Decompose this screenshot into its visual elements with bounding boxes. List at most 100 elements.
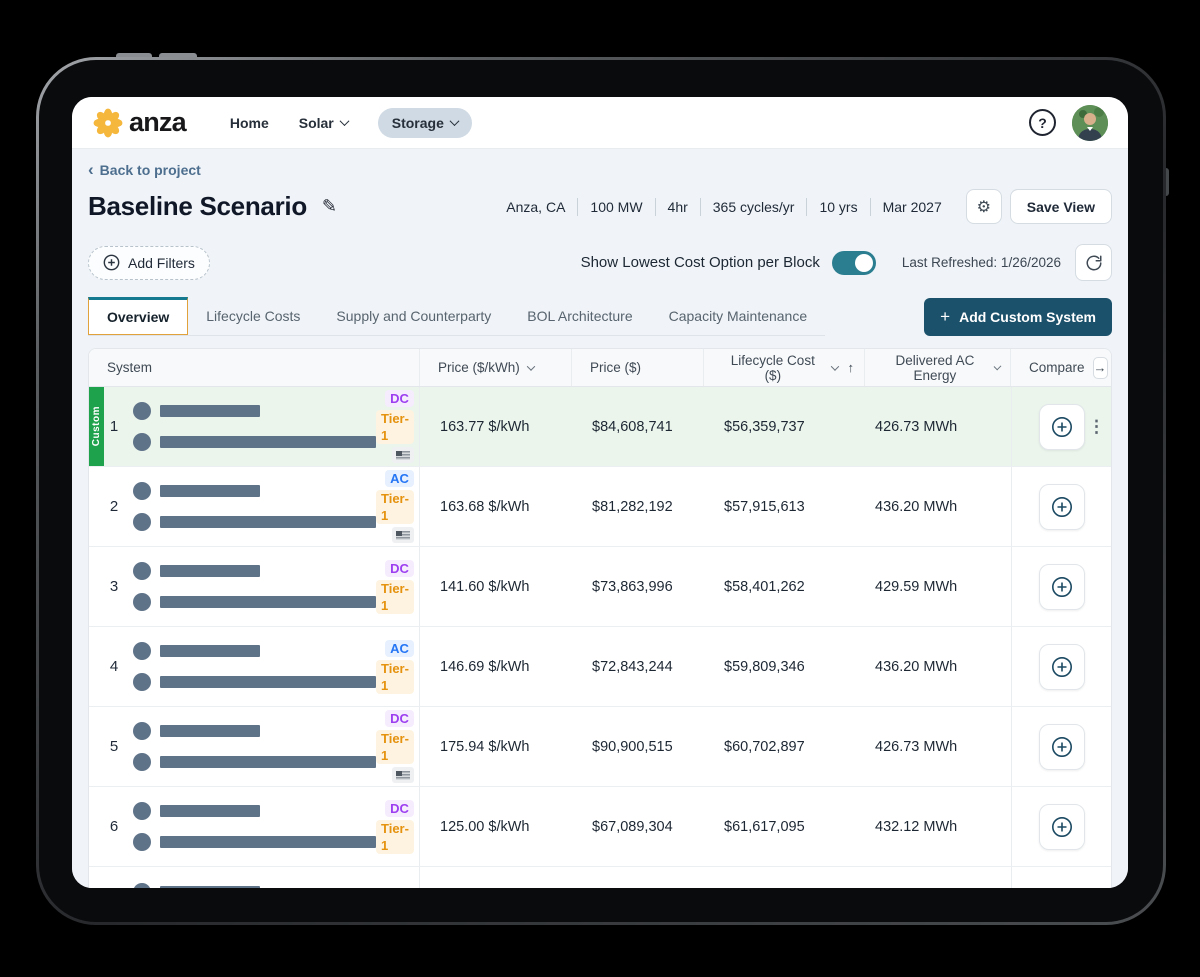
page-title: Baseline Scenario bbox=[88, 191, 307, 221]
plus-circle-icon bbox=[1051, 576, 1072, 597]
lifecycle-cost-cell: $57,915,613 bbox=[724, 498, 805, 515]
compare-add-button[interactable] bbox=[1038, 643, 1085, 690]
compare-add-button[interactable] bbox=[1038, 723, 1085, 770]
vendor-avatar-dot bbox=[133, 673, 151, 691]
compare-add-button[interactable] bbox=[1038, 403, 1085, 450]
table-row[interactable]: Custom 1 DC Tier-1 163.77 $/kWh $84,608,… bbox=[89, 387, 1111, 467]
row-menu-icon[interactable]: ⋮ bbox=[1088, 416, 1105, 436]
redacted-bar bbox=[160, 805, 260, 817]
vendor-avatar-dot bbox=[133, 753, 151, 771]
tab-lifecycle-costs[interactable]: Lifecycle Costs bbox=[188, 297, 318, 335]
tablet-side-button bbox=[1163, 168, 1169, 196]
redacted-line bbox=[133, 882, 376, 888]
redacted-bar bbox=[160, 676, 376, 688]
meta-power: 100 MW bbox=[590, 198, 643, 215]
table-row[interactable]: 2 AC Tier-1 163.68 $/kWh $81,282,192 $57… bbox=[89, 467, 1111, 547]
compare-cell bbox=[1011, 467, 1111, 546]
edit-title-icon[interactable]: ✎ bbox=[321, 196, 337, 216]
flower-logo-icon bbox=[93, 108, 123, 137]
lifecycle-cost-cell: $59,809,346 bbox=[724, 658, 805, 675]
redacted-system-info bbox=[133, 642, 376, 691]
table-row[interactable]: 5 DC Tier-1 175.94 $/kWh $90,900,515 $60… bbox=[89, 707, 1111, 787]
table-row[interactable]: 4 AC Tier-1 146.69 $/kWh $72,843,244 $59… bbox=[89, 627, 1111, 707]
price-kwh-cell: 175.94 $/kWh bbox=[440, 738, 530, 755]
column-header-system[interactable]: System bbox=[89, 349, 420, 386]
user-avatar[interactable] bbox=[1072, 104, 1108, 141]
flag-glyph bbox=[395, 770, 410, 780]
plus-circle-icon bbox=[1051, 736, 1072, 757]
title-row: Baseline Scenario ✎ Anza, CA 100 MW 4hr … bbox=[88, 189, 1112, 224]
redacted-bar bbox=[160, 885, 260, 888]
redacted-bar bbox=[160, 645, 260, 657]
country-flag-icon bbox=[391, 527, 414, 543]
compare-add-button[interactable] bbox=[1038, 483, 1085, 530]
plus-circle-icon bbox=[1051, 496, 1072, 517]
nav-item-solar[interactable]: Solar bbox=[299, 115, 350, 131]
settings-gear-icon[interactable]: ⚙ bbox=[965, 189, 1002, 224]
coupling-type-badge: DC bbox=[385, 559, 414, 577]
redacted-line bbox=[133, 722, 376, 740]
compare-add-button[interactable] bbox=[1038, 803, 1085, 850]
vendor-avatar-dot bbox=[133, 802, 151, 820]
column-header-lifecycle-cost[interactable]: Lifecycle Cost ($) ↑ bbox=[704, 349, 865, 386]
project-meta: Anza, CA 100 MW 4hr 365 cycles/yr 10 yrs… bbox=[494, 189, 1112, 224]
column-header-delivered-energy[interactable]: Delivered AC Energy bbox=[865, 349, 1011, 386]
divider bbox=[869, 197, 871, 216]
nav-item-home[interactable]: Home bbox=[229, 114, 269, 131]
redacted-bar bbox=[160, 485, 260, 497]
refresh-icon[interactable] bbox=[1075, 244, 1112, 281]
price-cell: $84,608,741 bbox=[592, 418, 673, 435]
vendor-avatar-dot bbox=[133, 562, 151, 580]
anza-logo[interactable]: anza bbox=[92, 107, 187, 139]
price-cell: $90,900,515 bbox=[592, 738, 673, 755]
add-filters-button[interactable]: Add Filters bbox=[88, 245, 210, 280]
row-number: 4 bbox=[109, 658, 119, 675]
price-kwh-cell: 163.77 $/kWh bbox=[440, 418, 530, 435]
redacted-line bbox=[133, 833, 376, 851]
vendor-avatar-dot bbox=[133, 433, 151, 451]
table-header: System Price ($/kWh) Price ($) Lifecycle… bbox=[89, 349, 1111, 387]
tab-overview[interactable]: Overview bbox=[88, 297, 189, 335]
price-cell bbox=[572, 867, 704, 888]
divider bbox=[577, 197, 579, 216]
redacted-line bbox=[133, 593, 376, 611]
vendor-avatar-dot bbox=[133, 513, 151, 531]
tier-badge: Tier-1 bbox=[376, 579, 414, 614]
redacted-bar bbox=[160, 836, 376, 848]
toggle-label: Show Lowest Cost Option per Block bbox=[580, 254, 820, 271]
compare-cell bbox=[1011, 787, 1111, 866]
compare-add-button[interactable] bbox=[1038, 563, 1085, 610]
redacted-bar bbox=[160, 596, 376, 608]
column-header-compare[interactable]: Compare → bbox=[1011, 349, 1111, 386]
system-tags: DC Tier-1 bbox=[376, 559, 414, 614]
price-kwh-cell: 125.00 $/kWh bbox=[440, 818, 530, 835]
save-view-button[interactable]: Save View bbox=[1009, 189, 1112, 224]
back-to-project-link[interactable]: ‹ Back to project bbox=[88, 160, 201, 179]
tab-capacity-maintenance[interactable]: Capacity Maintenance bbox=[651, 297, 826, 335]
redacted-bar bbox=[160, 405, 260, 417]
chevron-down-icon bbox=[449, 116, 460, 127]
delivered-energy-cell: 436.20 MWh bbox=[875, 658, 958, 675]
nav-item-storage[interactable]: Storage bbox=[377, 107, 472, 138]
coupling-type-badge: AC bbox=[385, 639, 414, 657]
plus-circle-icon bbox=[1051, 416, 1072, 437]
column-header-price[interactable]: Price ($) bbox=[572, 349, 704, 386]
tab-strip: Overview Lifecycle Costs Supply and Coun… bbox=[88, 297, 826, 336]
table-row[interactable] bbox=[89, 867, 1111, 888]
tab-supply-counterparty[interactable]: Supply and Counterparty bbox=[318, 297, 509, 335]
tab-bol-architecture[interactable]: BOL Architecture bbox=[509, 297, 650, 335]
redacted-system-info bbox=[133, 802, 376, 851]
help-icon[interactable]: ? bbox=[1029, 109, 1056, 136]
column-header-price-kwh[interactable]: Price ($/kWh) bbox=[420, 349, 572, 386]
lifecycle-cost-cell: $58,401,262 bbox=[724, 578, 805, 595]
tier-badge: Tier-1 bbox=[376, 659, 414, 694]
redacted-system-info bbox=[133, 482, 376, 531]
redacted-line bbox=[133, 482, 376, 500]
table-row[interactable]: 3 DC Tier-1 141.60 $/kWh $73,863,996 $58… bbox=[89, 547, 1111, 627]
add-custom-system-button[interactable]: + Add Custom System bbox=[924, 298, 1112, 336]
table-row[interactable]: 6 DC Tier-1 125.00 $/kWh $67,089,304 $61… bbox=[89, 787, 1111, 867]
redacted-system-info bbox=[133, 882, 376, 888]
vendor-avatar-dot bbox=[133, 833, 151, 851]
redacted-line bbox=[133, 562, 376, 580]
lowest-cost-toggle[interactable] bbox=[831, 250, 876, 275]
